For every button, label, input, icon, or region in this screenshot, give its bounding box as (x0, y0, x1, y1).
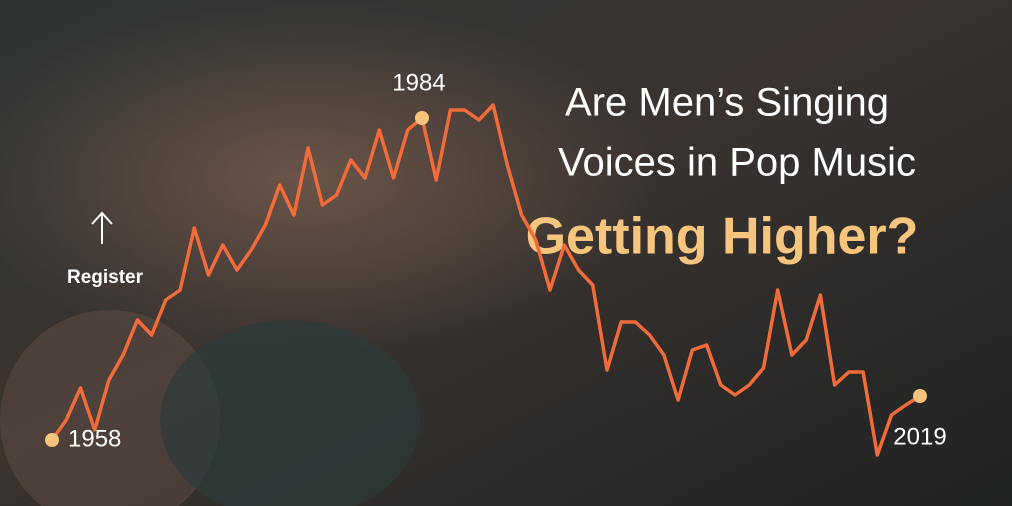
title-highlight: Getting Higher? (526, 208, 919, 266)
register-arrow (91, 211, 113, 244)
highlight-dot (913, 389, 927, 403)
y-axis-label: Register (67, 267, 144, 288)
photo-shirt (160, 320, 420, 506)
year-label: 2019 (893, 423, 946, 450)
year-label: 1958 (68, 425, 121, 452)
data-line (50, 103, 921, 457)
title-line: Are Men’s Singing (565, 81, 889, 125)
year-label: 1984 (392, 69, 445, 96)
photo-hand (0, 310, 220, 506)
highlight-dot (45, 433, 59, 447)
highlight-dot (414, 111, 429, 125)
title-line: Voices in Pop Music (558, 141, 916, 185)
